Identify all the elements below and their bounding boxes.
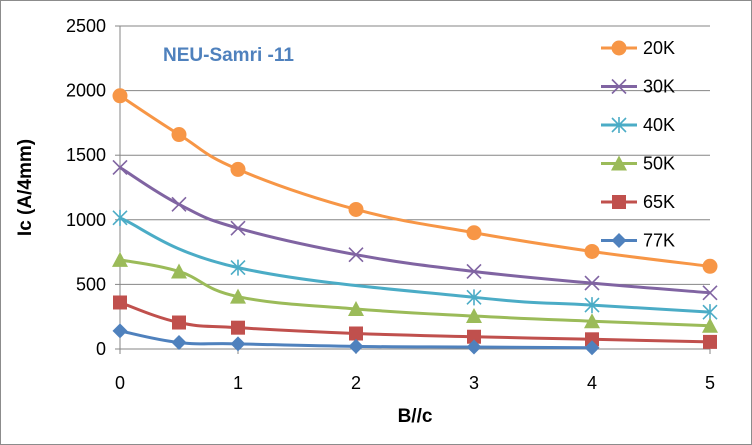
legend-entry: 65K bbox=[601, 192, 675, 212]
data-point bbox=[112, 88, 128, 104]
legend-marker bbox=[611, 78, 627, 95]
x-tick-label: 1 bbox=[233, 373, 243, 393]
data-point bbox=[466, 289, 482, 306]
data-point bbox=[230, 336, 246, 352]
legend-marker bbox=[611, 233, 627, 248]
data-point bbox=[584, 275, 600, 291]
x-tick-label: 0 bbox=[115, 373, 125, 393]
x-tick-label: 2 bbox=[351, 373, 361, 393]
data-point bbox=[230, 220, 246, 236]
data-point bbox=[466, 225, 482, 241]
data-point bbox=[172, 315, 186, 330]
legend: 20K 30K 40K 50K 65K 77K bbox=[601, 38, 675, 251]
axes bbox=[115, 25, 711, 354]
x-tick-label: 4 bbox=[587, 373, 597, 393]
series-line bbox=[119, 166, 711, 295]
data-point bbox=[702, 258, 718, 274]
data-point bbox=[467, 329, 481, 344]
data-point bbox=[585, 332, 599, 347]
data-point bbox=[702, 317, 718, 333]
y-tick-label: 2500 bbox=[66, 16, 106, 36]
legend-label: 40K bbox=[643, 115, 675, 135]
series-77K bbox=[112, 323, 600, 356]
tick-labels: 0 500 1000 1500 2000 2500 0 1 2 3 4 5 bbox=[66, 16, 715, 393]
data-point bbox=[348, 247, 364, 263]
data-point bbox=[230, 288, 246, 304]
data-point bbox=[702, 304, 718, 321]
data-point bbox=[171, 263, 187, 279]
data-point bbox=[171, 127, 187, 143]
chart-annotation: NEU-Samri -11 bbox=[163, 45, 294, 66]
legend-label: 77K bbox=[643, 231, 675, 251]
series-line bbox=[119, 216, 711, 314]
y-tick-label: 1000 bbox=[66, 210, 106, 230]
y-tick-label: 500 bbox=[76, 274, 106, 294]
legend-marker bbox=[611, 40, 627, 56]
y-tick-label: 2000 bbox=[66, 81, 106, 101]
data-point bbox=[349, 326, 363, 341]
legend-entry: 20K bbox=[601, 38, 675, 58]
data-point bbox=[171, 196, 187, 212]
series-40K bbox=[112, 209, 718, 321]
series-group bbox=[112, 88, 718, 356]
data-point bbox=[230, 259, 246, 276]
data-point bbox=[584, 297, 600, 314]
legend-entry: 50K bbox=[601, 154, 675, 174]
data-point bbox=[348, 201, 364, 217]
series-20K bbox=[112, 88, 718, 274]
data-point bbox=[112, 209, 128, 226]
x-tick-label: 5 bbox=[705, 373, 715, 393]
data-point bbox=[171, 335, 187, 351]
x-axis-title: B//c bbox=[398, 406, 433, 427]
legend-marker bbox=[611, 155, 627, 171]
data-point bbox=[230, 161, 246, 177]
y-axis-title: Ic (A/4mm) bbox=[15, 139, 36, 236]
legend-entry: 30K bbox=[601, 77, 675, 97]
series-65K bbox=[113, 295, 717, 349]
data-point bbox=[702, 285, 718, 301]
legend-marker bbox=[612, 195, 626, 209]
data-point bbox=[348, 300, 364, 316]
legend-marker bbox=[611, 117, 627, 133]
data-point bbox=[348, 338, 364, 354]
data-point bbox=[231, 320, 245, 335]
legend-label: 30K bbox=[643, 77, 675, 97]
data-point bbox=[703, 334, 717, 349]
x-tick-label: 3 bbox=[469, 373, 479, 393]
data-point bbox=[466, 308, 482, 324]
data-point bbox=[112, 159, 128, 176]
data-point bbox=[466, 339, 482, 355]
legend-entry: 40K bbox=[601, 115, 675, 135]
data-point bbox=[112, 251, 128, 267]
legend-label: 20K bbox=[643, 38, 675, 58]
y-tick-label: 0 bbox=[96, 339, 106, 359]
legend-label: 65K bbox=[643, 192, 675, 212]
data-point bbox=[584, 243, 600, 259]
legend-label: 50K bbox=[643, 154, 675, 174]
y-tick-label: 1500 bbox=[66, 145, 106, 165]
data-point bbox=[466, 263, 482, 280]
data-point bbox=[584, 340, 600, 356]
data-point bbox=[584, 313, 600, 329]
series-30K bbox=[112, 159, 718, 301]
series-50K bbox=[112, 251, 718, 333]
legend-entry: 77K bbox=[601, 231, 675, 251]
data-point bbox=[112, 323, 128, 339]
data-point bbox=[113, 295, 127, 310]
